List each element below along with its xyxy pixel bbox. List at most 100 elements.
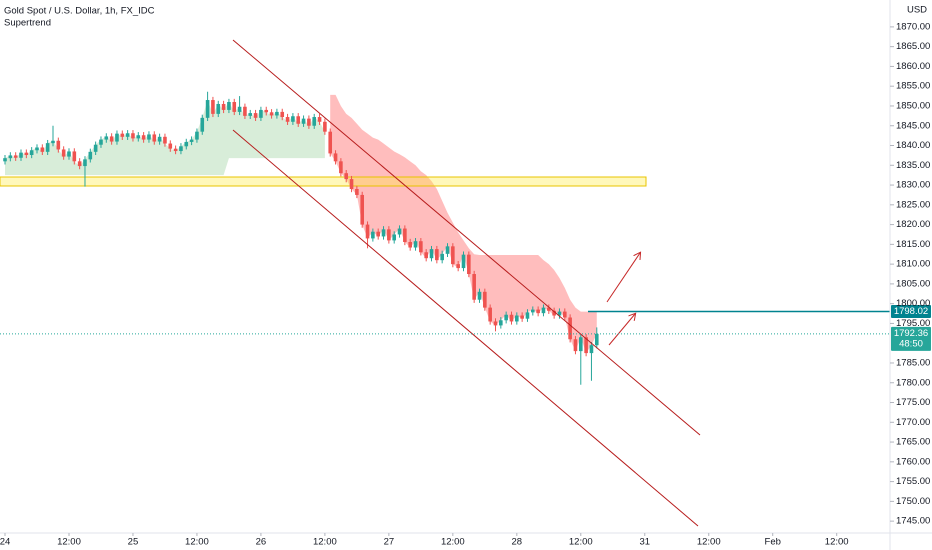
candle-body (461, 254, 466, 269)
candle-body (365, 224, 370, 239)
y-tick-label: 1750.00 (896, 496, 930, 507)
candle-body (493, 321, 498, 326)
candle-body (323, 121, 327, 132)
y-tick-label: 1795.00 (896, 318, 930, 329)
x-tick-label: 28 (512, 537, 523, 548)
candle-body (424, 252, 428, 259)
x-tick-label: 26 (256, 537, 267, 548)
candle-body (392, 234, 396, 241)
candle-body (349, 179, 354, 190)
candle-body (125, 133, 130, 137)
supertrend-fill (330, 94, 597, 354)
y-tick-label: 1860.00 (896, 61, 930, 72)
candle-body (387, 229, 391, 241)
candle-body (275, 111, 279, 116)
candle-body (296, 116, 301, 124)
countdown-label: 48:50 (899, 338, 923, 349)
candle-body (35, 147, 39, 151)
candle-body (72, 151, 77, 162)
candle-body (29, 150, 34, 155)
candle-body (397, 228, 402, 235)
candle-body (248, 113, 253, 116)
candle-body (584, 337, 588, 354)
candle-body (264, 109, 269, 113)
candle-body (216, 103, 221, 114)
y-tick-label: 1865.00 (896, 41, 930, 52)
plot-area (0, 0, 890, 533)
x-tick-label: 31 (639, 537, 650, 548)
candle-body (200, 117, 205, 132)
x-tick-label: 12:00 (57, 537, 81, 548)
candle-body (173, 148, 178, 152)
candle-body (131, 133, 135, 139)
candle-body (269, 112, 274, 116)
y-tick-label: 1765.00 (896, 437, 930, 448)
candle-body (536, 309, 540, 314)
candle-body (77, 161, 82, 167)
candle-body (344, 173, 349, 180)
candle-body (552, 310, 556, 316)
x-tick-label: 12:00 (825, 537, 849, 548)
x-tick-label: 27 (384, 537, 395, 548)
y-tick-label: 1870.00 (896, 21, 930, 32)
candle-body (184, 141, 189, 147)
candles-layer (3, 91, 599, 385)
y-tick-label: 1800.00 (896, 298, 930, 309)
candle-body (451, 246, 455, 265)
candle-body (328, 131, 333, 154)
candle-body (195, 131, 199, 140)
y-tick-label: 1810.00 (896, 259, 930, 270)
candle-body (499, 320, 503, 326)
candle-body (56, 140, 61, 150)
candle-body (419, 241, 423, 253)
candle-body (3, 158, 7, 162)
candle-body (243, 106, 247, 116)
y-tick-label: 1840.00 (896, 140, 930, 151)
candle-body (221, 103, 226, 110)
candle-body (13, 155, 18, 158)
axis-layer: 1745.00 1750.00 1755.00 1760.00 1765.00 1770.… (0, 21, 930, 547)
candle-body (541, 307, 546, 314)
candle-body (301, 118, 306, 124)
candle-body (40, 147, 45, 152)
y-tick-label: 1770.00 (896, 417, 930, 428)
candle-body (104, 136, 109, 140)
candle-body (413, 241, 418, 248)
x-tick-label: 12:00 (313, 537, 337, 548)
candle-body (232, 102, 237, 112)
candle-body (408, 241, 412, 248)
chart-title: Gold Spot / U.S. Dollar, 1h, FX_IDC (4, 6, 155, 17)
candle-body (504, 314, 508, 321)
candle-body (253, 113, 258, 118)
candle-body (45, 143, 50, 152)
x-tick-label: 12:00 (441, 537, 465, 548)
x-tick-label: Feb (765, 537, 781, 548)
candle-body (312, 117, 317, 126)
y-tick-label: 1830.00 (896, 180, 930, 191)
candle-body (136, 135, 141, 139)
candle-body (546, 307, 551, 311)
candle-body (568, 317, 572, 340)
candle-body (152, 134, 157, 142)
candle-body (589, 345, 594, 354)
arrow (606, 253, 640, 303)
candle-body (360, 194, 365, 225)
candle-body (205, 100, 210, 118)
y-tick-label: 1815.00 (896, 239, 930, 250)
y-tick-label: 1780.00 (896, 377, 930, 388)
candle-body (520, 315, 524, 319)
candle-body (578, 337, 583, 352)
candle-body (381, 229, 386, 237)
candle-body (61, 149, 66, 157)
candle-body (339, 161, 343, 174)
y-tick-label: 1785.00 (896, 357, 930, 368)
candle-body (179, 146, 183, 152)
candle-body (189, 139, 194, 142)
candle-body (445, 246, 450, 254)
candle-body (99, 139, 103, 145)
candle-body (355, 189, 359, 195)
level-label: 1798.02 (894, 306, 928, 317)
arrow (608, 314, 635, 346)
